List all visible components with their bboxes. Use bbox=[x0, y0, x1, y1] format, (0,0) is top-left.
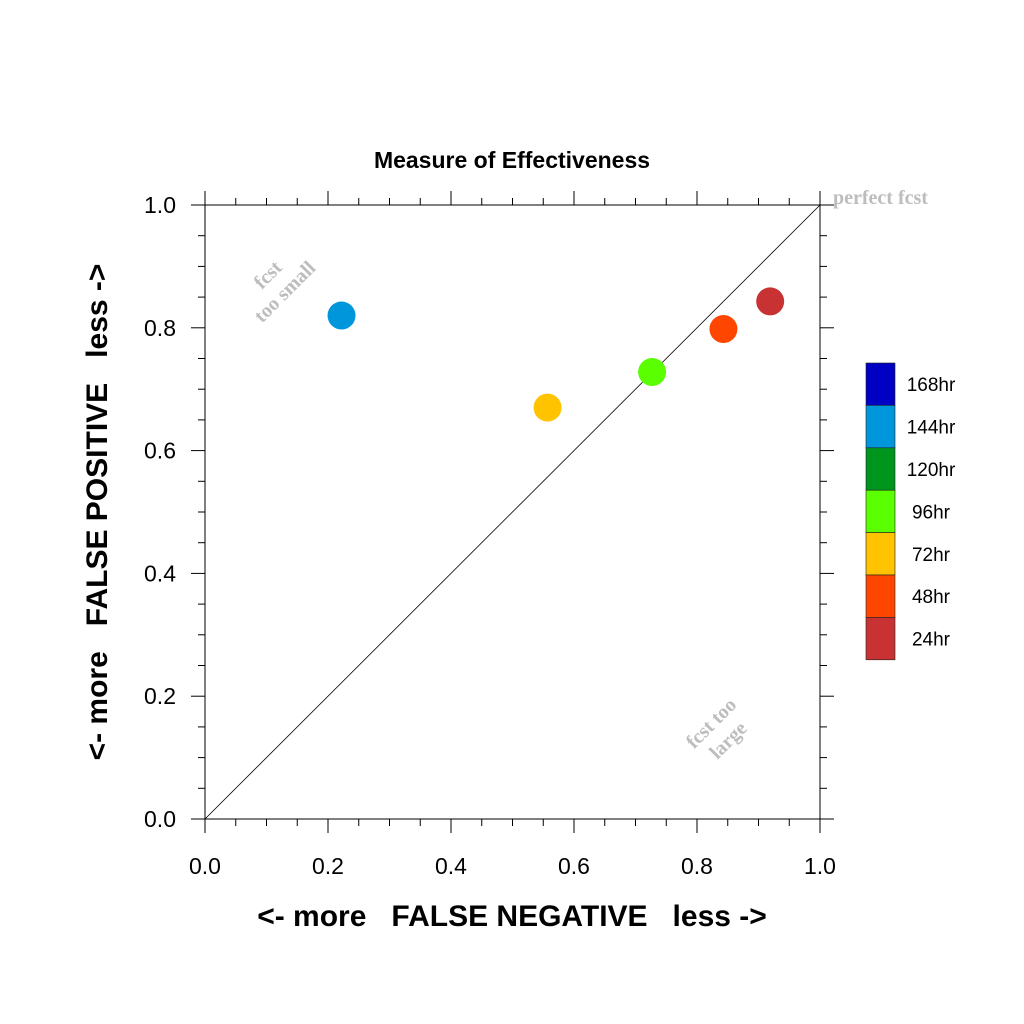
y-axis-title: <- more FALSE POSITIVE less -> bbox=[81, 264, 114, 761]
point-96hr bbox=[638, 358, 667, 387]
plot-frame bbox=[204, 204, 821, 820]
y-tick-label: 0.6 bbox=[144, 438, 176, 464]
x-tick-labels: 0.0 0.2 0.4 0.6 0.8 1.0 bbox=[189, 853, 836, 879]
perfect-forecast-line bbox=[204, 204, 821, 820]
legend-label-24hr: 24hr bbox=[912, 630, 951, 651]
point-24hr bbox=[756, 287, 785, 316]
legend-label-96hr: 96hr bbox=[912, 502, 951, 523]
legend-label-48hr: 48hr bbox=[912, 587, 951, 608]
legend-swatch-72hr bbox=[865, 532, 896, 576]
legend-label-72hr: 72hr bbox=[912, 545, 951, 566]
legend-swatch-144hr bbox=[865, 405, 896, 449]
point-144hr bbox=[327, 301, 356, 330]
x-tick-label: 0.4 bbox=[435, 853, 467, 879]
axis-ticks bbox=[191, 191, 834, 833]
chart-title: Measure of Effectiveness bbox=[374, 147, 650, 173]
legend-swatch-24hr bbox=[865, 617, 896, 661]
x-tick-label: 0.2 bbox=[312, 853, 344, 879]
y-tick-labels: 0.0 0.2 0.4 0.6 0.8 1.0 bbox=[144, 192, 176, 832]
legend-label-168hr: 168hr bbox=[907, 375, 956, 396]
too-small-annotation: fcst too small bbox=[250, 256, 321, 327]
y-tick-label: 0.2 bbox=[144, 683, 176, 709]
point-48hr bbox=[709, 315, 738, 344]
legend-swatch-120hr bbox=[865, 447, 896, 491]
too-large-annotation: fcst too large bbox=[682, 694, 752, 764]
x-tick-label: 0.8 bbox=[681, 853, 713, 879]
legend-swatch-168hr bbox=[865, 362, 896, 406]
legend-label-120hr: 120hr bbox=[907, 460, 956, 481]
y-tick-label: 0.0 bbox=[144, 806, 176, 832]
x-tick-label: 0.0 bbox=[189, 853, 221, 879]
legend-swatch-96hr bbox=[865, 489, 896, 533]
point-72hr bbox=[533, 393, 562, 422]
perfect-forecast-annotation: perfect fcst bbox=[833, 187, 928, 209]
y-tick-label: 0.8 bbox=[144, 315, 176, 341]
legend: 168hr 144hr 120hr 96hr 72hr 48hr 24hr bbox=[865, 362, 956, 661]
legend-swatch-48hr bbox=[865, 574, 896, 618]
x-axis-title: <- more FALSE NEGATIVE less -> bbox=[257, 900, 767, 933]
y-tick-label: 1.0 bbox=[144, 192, 176, 218]
data-points bbox=[327, 287, 785, 422]
legend-label-144hr: 144hr bbox=[907, 418, 956, 439]
x-tick-label: 1.0 bbox=[804, 853, 836, 879]
x-tick-label: 0.6 bbox=[558, 853, 590, 879]
y-tick-label: 0.4 bbox=[144, 560, 176, 586]
